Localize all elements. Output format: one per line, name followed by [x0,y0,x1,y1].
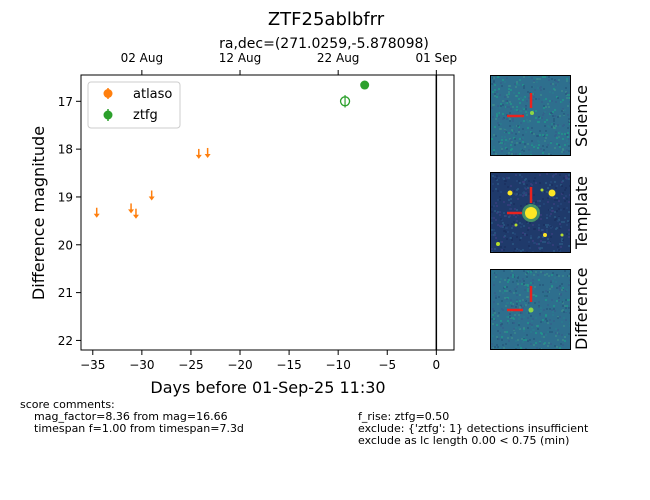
y-tick-label: 20 [58,238,73,252]
detection-point [360,80,370,90]
x-axis-label: Days before 01-Sep-25 11:30 [150,378,385,397]
x-tick-label: −25 [178,358,203,372]
x-tick-label: 0 [433,358,441,372]
x-tick-label: −5 [378,358,396,372]
y-tick-label: 18 [58,143,73,157]
nondetection-point [339,96,351,107]
x-tick-label: −10 [326,358,351,372]
science-label: Science [572,84,591,147]
score-comments-heading: score comments: [20,398,115,411]
template-label: Template [572,176,591,250]
exclusion-comment-1: f_rise: ztfg=0.50 [358,410,450,423]
legend-atlaso-marker [103,89,113,98]
upper-limit-arrow [128,209,135,214]
y-tick-label: 17 [58,95,73,109]
template-cutout [490,172,571,253]
legend-atlaso-label: atlaso [133,87,172,102]
template-image [491,173,570,252]
top-tick-label: 02 Aug [121,51,164,65]
difference-image [491,270,570,349]
upper-limit-arrow [93,213,100,218]
x-tick-label: −20 [227,358,252,372]
exclusion-comment-2: exclude: {'ztfg': 1} detections insuffic… [358,422,589,435]
score-comment-1: mag_factor=8.36 from mag=16.66 [34,410,228,423]
y-tick-label: 22 [58,334,73,348]
y-tick-label: 21 [58,286,73,300]
y-tick-label: 19 [58,190,73,204]
upper-limit-arrow [204,153,211,158]
science-cutout [490,75,571,156]
science-image [491,76,570,155]
x-tick-label: −15 [276,358,301,372]
upper-limit-arrow [195,154,202,159]
chart-title: ZTF25ablbfrr [268,9,385,30]
plot-area [80,74,455,351]
upper-limit-arrow [132,214,139,219]
x-axis-ticks: −35 −30 −25 −20 −15 −10 −5 0 [80,350,440,372]
chart-subtitle: ra,dec=(271.0259,-5.878098) [219,36,429,52]
legend: atlaso ztfg [87,81,181,129]
score-comment-2: timespan f=1.00 from timespan=7.3d [34,422,244,435]
top-tick-label: 12 Aug [219,51,262,65]
difference-cutout [490,269,571,350]
y-axis-ticks: 17 18 19 20 21 22 [58,95,81,348]
upper-limit-arrow [148,196,155,201]
top-date-axis-ticks: 02 Aug 12 Aug 22 Aug 01 Sep [121,51,457,75]
x-tick-label: −35 [80,358,105,372]
top-tick-label: 01 Sep [415,51,457,65]
y-axis-label: Difference magnitude [29,126,48,300]
difference-label: Difference [572,267,591,350]
x-tick-label: −30 [129,358,154,372]
legend-ztfg-marker [103,110,113,120]
top-tick-label: 22 Aug [317,51,360,65]
legend-ztfg-label: ztfg [133,108,158,123]
exclusion-comment-3: exclude as lc length 0.00 < 0.75 (min) [358,434,570,447]
data-markers [93,80,370,219]
